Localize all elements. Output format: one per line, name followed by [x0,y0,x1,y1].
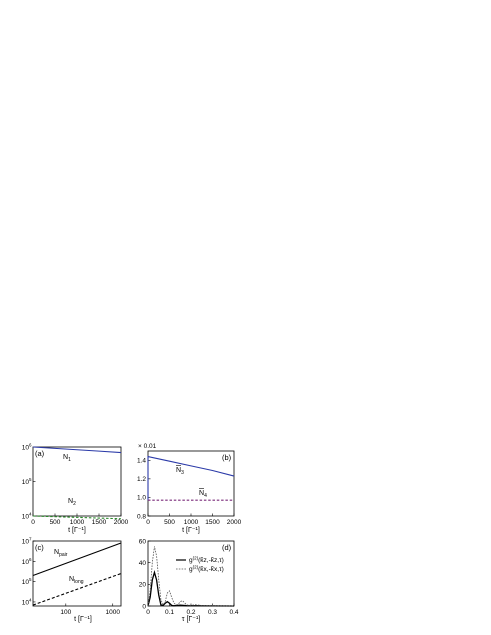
panel-d-tag: (d) [222,543,232,552]
panel-a-series-line [32,446,122,454]
panel-d-xtick-label: 0.4 [229,609,238,616]
panel-b-xtick-label: 500 [164,519,175,526]
panel-a-xtick-label: 0 [31,519,35,526]
panel-b-xtick-label: 1000 [184,519,199,526]
panel-a-ytick-label: 105 [22,477,32,486]
panel-a-xtick-label: 1000 [70,519,85,526]
panel-c-series-line [32,542,122,577]
panel-c-ytick-label: 107 [22,537,32,546]
panel-b-tag: (b) [222,453,232,462]
panel-a-xlabel: t [Γ⁻¹] [68,527,86,534]
panel-b-ytick-label: 1.2 [137,476,146,483]
panel-d-xtick-label: 0.1 [165,609,174,616]
panel-d-series-line [147,570,235,607]
panel-a-xtick-label: 1500 [92,519,107,526]
panel-c-xtick-label: 1000 [106,609,121,616]
panel-a-ytick-label: 106 [22,443,32,452]
panel-b-xlabel: t [Γ⁻¹] [182,527,200,534]
panel-c-ytick-label: 104 [22,597,32,606]
panel-a-ytick-label: 104 [22,512,32,521]
panel-c-series-line [32,573,122,606]
panel-c-xlabel: t [Γ⁻¹] [74,616,92,623]
panel-d-ytick-label: 0 [142,603,146,610]
panel-d-xlabel: τ [Γ⁻¹] [182,616,201,623]
panel-b-multiplier: × 0.01 [138,443,157,450]
panel-b-xtick-label: 1500 [205,519,220,526]
panel-b-xtick-label: 2000 [227,519,242,526]
panel-d-xtick-label: 0.2 [186,609,195,616]
panel-c-frame [32,540,122,607]
panel-d-legend-label: g(2)(k̂x,-k̂x,τ) [189,565,224,574]
panel-a-xtick-label: 2000 [114,519,129,526]
panel-d-xtick-label: 0 [146,609,150,616]
panel-a-xtick-label: 500 [50,519,61,526]
panel-c-xtick-label: 100 [60,609,71,616]
panel-d-ytick-label: 40 [139,560,147,567]
panel-d-ytick-label: 60 [139,538,147,545]
panel-b-series-line [147,455,235,501]
panel-a-tag: (a) [35,449,45,458]
panel-b-ytick-label: 0.8 [137,513,146,520]
panel-c-series-label: Nlong [69,576,84,585]
panel-c-ytick-label: 105 [22,577,32,586]
panel-d-xtick-label: 0.3 [208,609,217,616]
panel-c-series-label: Npair [54,549,68,558]
panel-a-series-label: N2 [68,498,76,507]
panel-b-xtick-label: 0 [146,519,150,526]
panel-b-ytick-label: 1.0 [137,495,146,502]
panel-d-series-line [147,546,235,607]
panel-a-frame [32,446,122,517]
panel-d-legend-label: g(2)(k̂z,-k̂z,τ) [189,556,224,565]
panel-d-ytick-label: 20 [139,582,147,589]
panel-c-ytick-label: 106 [22,557,32,566]
panel-b-ytick-label: 1.4 [137,458,146,465]
panel-a-series-line [32,515,122,520]
panel-c-tag: (c) [35,543,44,552]
panel-a-series-label: N1 [63,454,71,463]
panel-b-series-label: N3 [176,467,184,476]
panel-b-series-label: N4 [199,490,207,499]
